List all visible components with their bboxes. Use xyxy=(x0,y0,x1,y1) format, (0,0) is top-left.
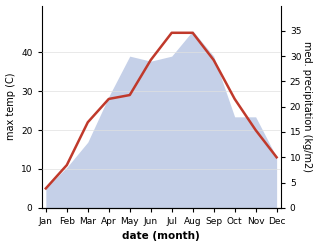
Y-axis label: med. precipitation (kg/m2): med. precipitation (kg/m2) xyxy=(302,41,313,172)
Y-axis label: max temp (C): max temp (C) xyxy=(5,73,16,141)
X-axis label: date (month): date (month) xyxy=(122,231,200,242)
